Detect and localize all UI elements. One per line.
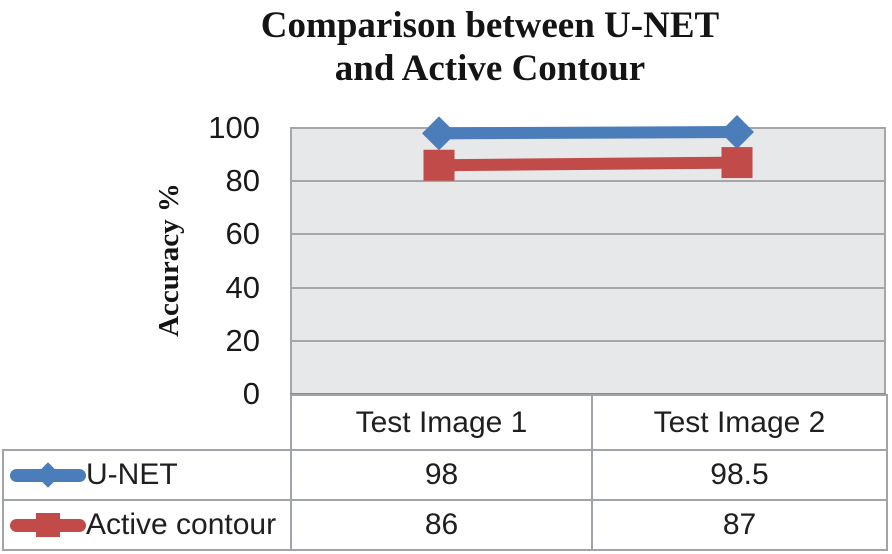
y-tick-0: 0 <box>242 376 260 411</box>
table-cell-unet-img1: 98 <box>290 449 593 501</box>
y-tick-20: 20 <box>225 322 260 358</box>
legend-label-active-contour: Active contour <box>86 508 277 541</box>
gridline-40 <box>290 286 886 289</box>
chart-title: Comparison between U-NET and Active Cont… <box>140 4 840 90</box>
gridline-80 <box>290 180 886 183</box>
legend-label-u-net: U-NET <box>86 458 178 491</box>
plot-area <box>290 128 886 394</box>
chart-title-line-1: Comparison between U-NET <box>260 5 720 46</box>
y-tick-40: 40 <box>225 269 260 305</box>
legend-cell-active-contour: Active contour <box>2 499 292 551</box>
table-cell-unet-img2: 98.5 <box>591 449 888 501</box>
table-cell-ac-img1: 86 <box>290 499 593 551</box>
chart-title-line-2: and Active Contour <box>334 48 646 89</box>
legend-cell-u-net: U-NET <box>2 449 292 501</box>
gridline-100 <box>290 127 886 129</box>
gridline-60 <box>290 233 886 236</box>
y-tick-80: 80 <box>225 163 260 199</box>
gridline-20 <box>290 339 886 342</box>
active-contour-legend-marker-icon <box>10 508 86 542</box>
y-tick-60: 60 <box>225 216 260 252</box>
table-cell-ac-img2: 87 <box>591 499 888 551</box>
table-header-col-2: Test Image 2 <box>591 394 888 451</box>
u-net-legend-marker-icon <box>10 458 86 492</box>
table-header-col-1: Test Image 1 <box>290 394 593 451</box>
y-tick-100: 100 <box>208 110 260 145</box>
